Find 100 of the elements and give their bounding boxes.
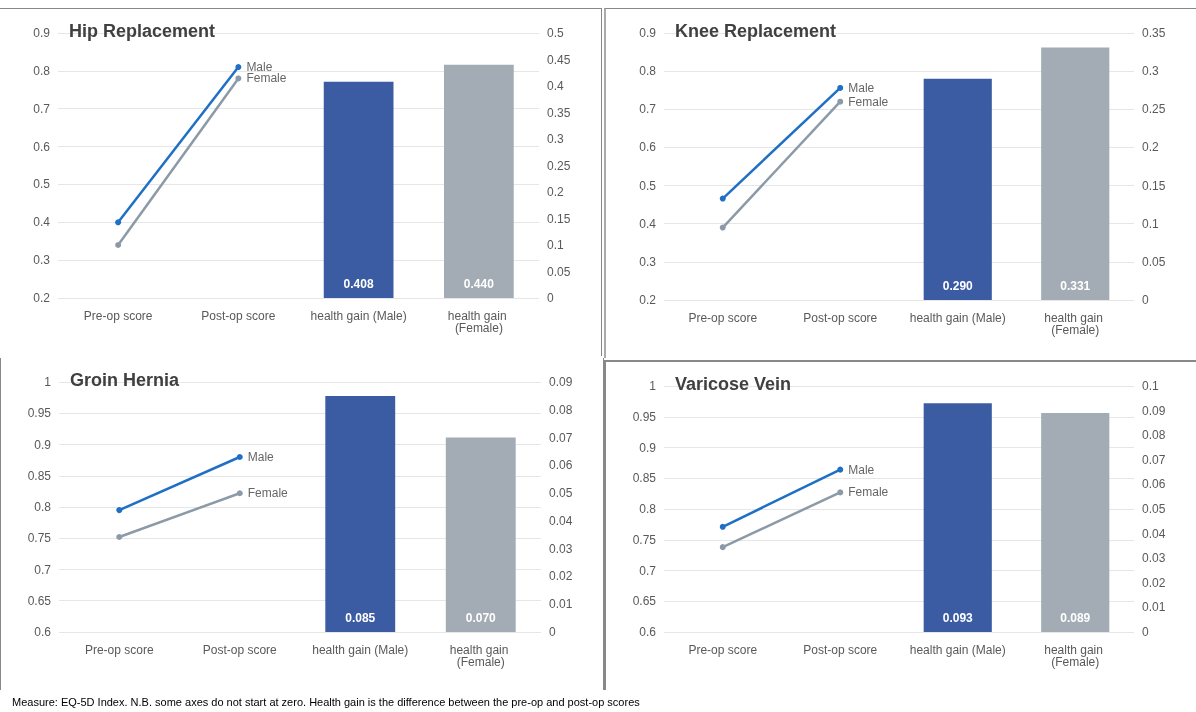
y-tick-label: 0.75 <box>27 531 52 546</box>
y2-tick-label: 0.08 <box>549 402 573 417</box>
y2-tick-label: 0.02 <box>549 569 573 584</box>
y-tick-label: 0.7 <box>639 102 657 117</box>
data-label: 0.408 <box>343 277 374 291</box>
y-tick-label: 0.8 <box>639 502 657 516</box>
y2-tick-label: 0.15 <box>547 211 571 226</box>
y-tick-label: 0.95 <box>632 409 657 424</box>
y2-tick-label: 0.09 <box>549 375 573 389</box>
y2-tick-label: 0.1 <box>1142 379 1160 393</box>
y-tick-label: 0.9 <box>33 26 51 40</box>
y-tick-label: 0.6 <box>639 625 657 639</box>
y-tick-label: 0.5 <box>639 178 657 193</box>
y2-tick-label: 0.4 <box>547 79 565 93</box>
y2-tick-label: 0.05 <box>1142 502 1166 516</box>
y-tick-label: 0.65 <box>27 593 52 608</box>
chart-title: Groin Hernia <box>70 370 181 390</box>
y-tick-label: 0.2 <box>639 293 657 307</box>
y2-tick-label: 0 <box>547 291 554 305</box>
series-label: Male <box>848 462 875 477</box>
chart-title: Knee Replacement <box>675 21 837 41</box>
series-label: Female <box>848 485 889 500</box>
y2-tick-label: 0.03 <box>549 541 573 556</box>
y2-tick-label: 0.35 <box>1142 26 1166 40</box>
y-tick-label: 0.5 <box>33 177 51 192</box>
y-tick-label: 0.8 <box>34 500 52 514</box>
x-tick-label: Pre-op score <box>688 311 758 325</box>
series-label: Female <box>247 486 289 501</box>
data-label: 0.290 <box>942 279 974 293</box>
chart-title: Hip Replacement <box>69 21 216 41</box>
y2-tick-label: 0.45 <box>547 52 571 67</box>
x-tick-label: Pre-op score <box>688 643 758 657</box>
series-label: Female <box>848 94 889 109</box>
y-tick-label: 1 <box>649 379 657 393</box>
y-tick-label: 0.85 <box>632 471 657 486</box>
data-label: 0.440 <box>463 277 495 291</box>
data-label: 0.093 <box>942 611 974 625</box>
y2-tick-label: 0.07 <box>549 430 573 445</box>
x-tick-label: Post-op score <box>803 311 878 325</box>
y-tick-label: 0.4 <box>639 216 657 231</box>
y-tick-label: 0.3 <box>33 253 51 268</box>
y2-tick-label: 0.25 <box>1142 102 1166 117</box>
y2-tick-label: 0 <box>1142 293 1149 307</box>
y2-tick-label: 0.01 <box>549 597 573 612</box>
series-label: Female <box>246 71 287 86</box>
x-tick-label: health gain (Female) <box>449 643 512 669</box>
y2-tick-label: 0.2 <box>1142 140 1160 155</box>
y-tick-label: 0.2 <box>33 291 51 305</box>
y-tick-label: 0.75 <box>632 532 657 547</box>
data-label: 0.331 <box>1060 279 1091 293</box>
y-tick-label: 0.8 <box>33 63 51 78</box>
y2-tick-label: 0.1 <box>547 238 565 252</box>
data-label: 0.070 <box>465 611 497 625</box>
y-tick-label: 0.6 <box>34 625 52 639</box>
y2-tick-label: 0.08 <box>1142 428 1166 443</box>
y2-tick-label: 0.05 <box>1142 254 1166 269</box>
y2-tick-label: 0.5 <box>547 26 565 40</box>
y2-tick-label: 0 <box>1142 625 1149 639</box>
y2-tick-label: 0.05 <box>547 264 571 279</box>
y-tick-label: 0.7 <box>34 562 52 577</box>
x-tick-label: Pre-op score <box>83 309 153 323</box>
y2-tick-label: 0.01 <box>1142 600 1166 615</box>
x-tick-label: Post-op score <box>202 643 278 657</box>
x-tick-label: health gain (Male) <box>312 643 409 657</box>
y-tick-label: 1 <box>44 375 52 389</box>
y2-tick-label: 0.2 <box>547 185 565 199</box>
y-tick-label: 0.7 <box>639 563 657 578</box>
y-tick-label: 0.85 <box>27 468 52 483</box>
y2-tick-label: 0.3 <box>547 132 565 146</box>
y2-tick-label: 0.09 <box>1142 403 1166 418</box>
y2-tick-label: 0.04 <box>549 513 573 528</box>
y2-tick-label: 0.07 <box>1142 452 1166 467</box>
x-tick-label: health gain (Male) <box>310 309 407 323</box>
series-label: Male <box>848 80 875 95</box>
x-tick-label: health gain (Male) <box>909 643 1006 657</box>
y-tick-label: 0.6 <box>33 139 51 154</box>
y2-tick-label: 0.03 <box>1142 551 1166 566</box>
text: Measure: EQ-5D Index. N.B. some axes do not start at zero. Health gain is the difference between the pre-op and post-op scores <box>12 696 640 708</box>
chart-title: Varicose Vein <box>675 374 792 394</box>
data-label: 0.089 <box>1060 611 1091 625</box>
y2-tick-label: 0.06 <box>549 458 573 473</box>
y2-tick-label: 0.06 <box>1142 477 1166 492</box>
y2-tick-label: 0.02 <box>1142 575 1166 590</box>
x-tick-label: health gain (Female) <box>447 309 510 335</box>
y-tick-label: 0.3 <box>639 254 657 269</box>
x-tick-label: Post-op score <box>201 309 276 323</box>
y-tick-label: 0.9 <box>34 437 52 452</box>
y-tick-label: 0.7 <box>33 101 51 116</box>
y-tick-label: 0.8 <box>639 64 657 79</box>
y-tick-label: 0.95 <box>27 406 52 421</box>
x-tick-label: Pre-op score <box>84 643 154 657</box>
y2-tick-label: 0.1 <box>1142 216 1160 231</box>
data-label: 0.085 <box>345 611 376 625</box>
y2-tick-label: 0.15 <box>1142 178 1166 193</box>
y2-tick-label: 0.3 <box>1142 64 1160 79</box>
x-tick-label: health gain (Female) <box>1044 643 1107 669</box>
x-tick-label: Post-op score <box>803 643 878 657</box>
y-tick-label: 0.6 <box>639 140 657 155</box>
y2-tick-label: 0.25 <box>547 158 571 173</box>
x-tick-label: health gain (Female) <box>1044 311 1107 337</box>
